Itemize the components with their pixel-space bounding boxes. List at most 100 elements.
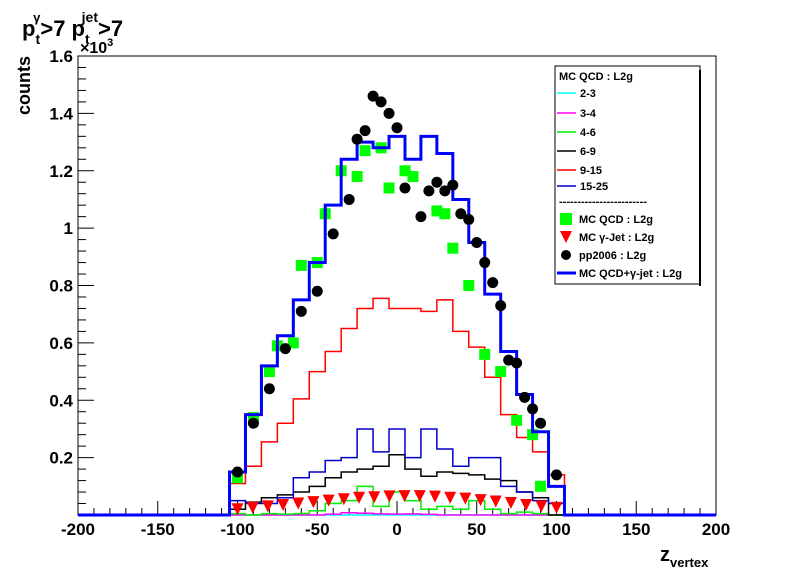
legend-entry-label: MC QCD+γ-jet : L2g — [579, 268, 682, 280]
legend-entry-label: 3-4 — [580, 108, 597, 120]
pp2006-data-point — [327, 228, 339, 240]
pp2006-data-point — [391, 122, 403, 134]
y-tick-label: 1 — [64, 219, 73, 238]
mc-qcd-square-point — [383, 182, 395, 194]
mc-gamma-jet-triangle-point — [444, 491, 457, 504]
mc-qcd-square-point — [351, 170, 363, 182]
series-line-15-25 — [78, 428, 716, 516]
pp2006-data-point — [479, 257, 491, 269]
pp2006-data-point — [415, 211, 427, 223]
pp2006-data-point — [375, 96, 387, 108]
legend-entry-label: 15-25 — [580, 181, 608, 193]
mc-qcd-square-point — [535, 480, 547, 492]
mc-qcd-square-point — [479, 348, 491, 360]
mc-gamma-jet-triangle-point — [474, 494, 487, 507]
pp2006-data-point — [487, 277, 499, 289]
pp2006-data-point — [447, 179, 459, 191]
x-tick-label: -100 — [220, 520, 254, 539]
mc-gamma-jet-triangle-point — [307, 496, 320, 509]
pp2006-data-point — [399, 182, 411, 194]
pp2006-data-point — [343, 193, 355, 205]
legend-title: MC QCD : L2g — [559, 71, 633, 83]
pp2006-data-point — [423, 185, 435, 197]
mc-qcd-square-point — [399, 165, 411, 177]
pp2006-data-point — [455, 208, 467, 220]
series-line-mc-qcd-gamma-jet-total — [78, 134, 716, 517]
pp2006-data-point — [279, 343, 291, 355]
mc-gamma-jet-triangle-point — [428, 490, 441, 503]
pp2006-data-point — [431, 176, 443, 188]
x-tick-label: -50 — [305, 520, 330, 539]
legend-entry-label: 4-6 — [580, 127, 596, 139]
mc-gamma-jet-triangle-point — [413, 490, 426, 503]
y-tick-label: 0.6 — [49, 334, 73, 353]
y-axis-label: counts — [14, 56, 34, 115]
mc-gamma-jet-triangle-point — [398, 490, 411, 503]
legend-entry-label: 9-15 — [580, 165, 602, 177]
pp2006-data-point — [295, 305, 307, 317]
legend-swatch-square — [560, 213, 572, 225]
mc-gamma-jet-triangle-point — [368, 491, 381, 504]
data-marks — [78, 90, 716, 517]
chart-title: ptγ>7 ptjet>7 — [22, 9, 123, 47]
mc-gamma-jet-triangle-point — [520, 498, 533, 511]
pp2006-data-point — [495, 300, 507, 312]
legend-swatch-triangle — [560, 231, 572, 243]
axes: -200 -150 -100 -50 0 50 100 150 200 0.2 0.4 0.6 0.8 1… — [49, 47, 730, 539]
mc-gamma-jet-triangle-point — [550, 501, 563, 514]
pp2006-data-point — [535, 417, 547, 429]
pp2006-data-point — [439, 185, 451, 197]
pp2006-data-point — [527, 403, 539, 415]
mc-gamma-jet-triangle-point — [337, 493, 350, 506]
mc-qcd-square-point — [247, 411, 259, 423]
series-line-6-9 — [78, 454, 716, 516]
legend-entry-label: MC γ-Jet : L2g — [579, 232, 654, 244]
mc-qcd-square-point — [263, 366, 275, 378]
mc-qcd-square-point — [407, 170, 419, 182]
series-line-3-4 — [78, 511, 716, 516]
y-tick-label: 1.2 — [49, 162, 73, 181]
pp2006-data-point — [351, 133, 363, 145]
x-tick-label: 0 — [392, 520, 401, 539]
pp2006-data-point — [383, 107, 395, 119]
y-tick-label: 0.4 — [49, 391, 73, 410]
pp2006-data-point — [263, 383, 275, 395]
mc-qcd-square-point — [295, 259, 307, 271]
legend: MC QCD : L2g 2-3 3-4 4-6 6-9 9-15 15-25 MC QCD… — [554, 65, 701, 286]
mc-qcd-square-point — [287, 337, 299, 349]
mc-gamma-jet-triangle-point — [277, 498, 290, 511]
y-tick-label: 0.8 — [49, 277, 73, 296]
mc-qcd-square-point — [495, 366, 507, 378]
mc-qcd-square-point — [359, 145, 371, 157]
mc-gamma-jet-triangle-point — [292, 497, 305, 510]
pp2006-data-point — [471, 236, 483, 248]
pp2006-data-point — [463, 214, 475, 226]
x-tick-label: 100 — [542, 520, 570, 539]
legend-entry-label: 2-3 — [580, 88, 596, 100]
pp2006-data-point — [551, 469, 562, 481]
y-tick-label: 1.4 — [49, 104, 73, 123]
x-tick-label: 200 — [702, 520, 730, 539]
mc-gamma-jet-triangle-point — [231, 503, 244, 516]
legend-shadow — [699, 70, 701, 286]
mc-qcd-square-point — [447, 242, 459, 254]
pp2006-data-point — [519, 391, 531, 403]
mc-gamma-jet-triangle-point — [535, 500, 548, 513]
mc-qcd-square-point — [463, 280, 475, 291]
mc-qcd-square-point — [232, 472, 243, 484]
mc-qcd-square-point — [431, 205, 443, 217]
pp2006-data-point — [311, 285, 323, 297]
pp2006-data-point — [359, 125, 371, 137]
mc-gamma-jet-triangle-point — [322, 494, 335, 507]
x-tick-label: -150 — [141, 520, 175, 539]
mc-qcd-square-point — [511, 414, 523, 426]
mc-gamma-jet-triangle-point — [261, 500, 274, 513]
x-axis-label: zvertex — [660, 544, 709, 570]
y-tick-label: 1.6 — [49, 47, 73, 66]
legend-items: 2-3 3-4 4-6 6-9 9-15 15-25 MC QCD : L2g MC γ-Je… — [557, 88, 682, 280]
mc-qcd-square-point — [439, 208, 451, 220]
mc-gamma-jet-triangle-point — [504, 496, 517, 509]
legend-swatch-circle — [561, 250, 571, 260]
